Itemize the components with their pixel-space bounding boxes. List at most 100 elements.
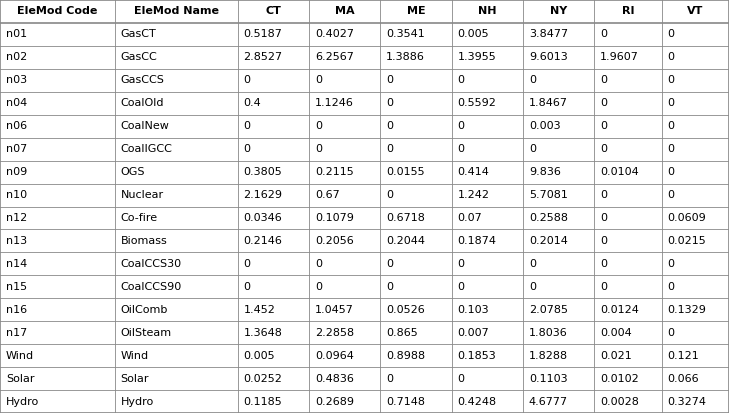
Text: 2.2858: 2.2858	[315, 328, 354, 338]
Text: Solar: Solar	[121, 374, 149, 384]
Text: 1.8036: 1.8036	[529, 328, 568, 338]
Text: OilComb: OilComb	[121, 305, 168, 315]
Text: 0: 0	[315, 144, 322, 154]
Text: 1.3648: 1.3648	[243, 328, 282, 338]
Text: 1.242: 1.242	[458, 190, 489, 200]
Text: 0.7148: 0.7148	[386, 396, 425, 406]
Text: 0.67: 0.67	[315, 190, 340, 200]
Text: 0: 0	[386, 75, 393, 85]
Text: Hydro: Hydro	[6, 396, 39, 406]
Text: 0: 0	[668, 282, 674, 292]
Text: n13: n13	[6, 236, 27, 246]
Text: n09: n09	[6, 167, 27, 177]
Text: 0: 0	[668, 52, 674, 62]
Text: 0: 0	[315, 282, 322, 292]
Text: 0.1079: 0.1079	[315, 213, 354, 223]
Text: OGS: OGS	[121, 167, 145, 177]
Text: 6.2567: 6.2567	[315, 52, 354, 62]
Text: 0.021: 0.021	[600, 351, 632, 361]
Text: 0.0526: 0.0526	[386, 305, 425, 315]
Text: 0.3805: 0.3805	[243, 167, 282, 177]
Text: OilSteam: OilSteam	[121, 328, 172, 338]
Text: 0.1874: 0.1874	[458, 236, 496, 246]
Text: 1.452: 1.452	[243, 305, 276, 315]
Text: 0: 0	[668, 121, 674, 131]
Text: CT: CT	[265, 7, 281, 17]
Text: 0: 0	[386, 282, 393, 292]
Text: 0: 0	[243, 75, 251, 85]
Text: 0: 0	[600, 213, 607, 223]
Text: 2.8527: 2.8527	[243, 52, 283, 62]
Text: 0.5187: 0.5187	[243, 29, 282, 39]
Text: n10: n10	[6, 190, 27, 200]
Text: 0.007: 0.007	[458, 328, 489, 338]
Text: CoalCCS90: CoalCCS90	[121, 282, 182, 292]
Text: Co-fire: Co-fire	[121, 213, 158, 223]
Text: 0.07: 0.07	[458, 213, 483, 223]
Text: 1.1246: 1.1246	[315, 98, 354, 108]
Text: 1.9607: 1.9607	[600, 52, 639, 62]
Text: NH: NH	[478, 7, 496, 17]
Text: 9.836: 9.836	[529, 167, 561, 177]
Text: n14: n14	[6, 259, 27, 269]
Text: 0.0104: 0.0104	[600, 167, 639, 177]
Text: 0: 0	[668, 75, 674, 85]
Text: 1.0457: 1.0457	[315, 305, 354, 315]
Text: 0: 0	[668, 190, 674, 200]
Text: 1.3886: 1.3886	[386, 52, 425, 62]
Text: 0: 0	[386, 190, 393, 200]
Text: n04: n04	[6, 98, 27, 108]
Text: 0.0346: 0.0346	[243, 213, 282, 223]
Text: 9.6013: 9.6013	[529, 52, 568, 62]
Text: 0.2689: 0.2689	[315, 396, 354, 406]
Text: 0.2044: 0.2044	[386, 236, 425, 246]
Text: 0: 0	[315, 259, 322, 269]
Text: 0: 0	[386, 259, 393, 269]
Text: 0.003: 0.003	[529, 121, 561, 131]
Text: 0.0028: 0.0028	[600, 396, 639, 406]
Text: 0: 0	[668, 167, 674, 177]
Text: Wind: Wind	[6, 351, 34, 361]
Text: 0.6718: 0.6718	[386, 213, 425, 223]
Text: 0: 0	[315, 75, 322, 85]
Text: n12: n12	[6, 213, 27, 223]
Text: 0: 0	[668, 144, 674, 154]
Text: 0: 0	[243, 121, 251, 131]
Text: 0: 0	[668, 98, 674, 108]
Text: VT: VT	[687, 7, 703, 17]
Text: 0: 0	[458, 144, 464, 154]
Text: 0.2014: 0.2014	[529, 236, 568, 246]
Text: 0.4: 0.4	[243, 98, 261, 108]
Text: 0: 0	[600, 190, 607, 200]
Text: 0.005: 0.005	[458, 29, 489, 39]
Text: 0: 0	[243, 282, 251, 292]
Text: n02: n02	[6, 52, 27, 62]
Text: 2.1629: 2.1629	[243, 190, 283, 200]
Text: EleMod Name: EleMod Name	[134, 7, 219, 17]
Text: Biomass: Biomass	[121, 236, 168, 246]
Text: 0.066: 0.066	[668, 374, 699, 384]
Text: CoalIGCC: CoalIGCC	[121, 144, 173, 154]
Text: Nuclear: Nuclear	[121, 190, 164, 200]
Text: 0: 0	[529, 75, 536, 85]
Text: 0.8988: 0.8988	[386, 351, 425, 361]
Text: ME: ME	[407, 7, 425, 17]
Text: Hydro: Hydro	[121, 396, 154, 406]
Text: 0.004: 0.004	[600, 328, 632, 338]
Text: NY: NY	[550, 7, 567, 17]
Text: n17: n17	[6, 328, 27, 338]
Text: n01: n01	[6, 29, 27, 39]
Text: 0: 0	[600, 236, 607, 246]
Text: 0.0964: 0.0964	[315, 351, 354, 361]
Text: Wind: Wind	[121, 351, 149, 361]
Text: 0: 0	[600, 29, 607, 39]
Text: 0: 0	[243, 259, 251, 269]
Text: 0: 0	[529, 282, 536, 292]
Text: 0: 0	[458, 121, 464, 131]
Text: 0.4836: 0.4836	[315, 374, 354, 384]
Text: 0.2115: 0.2115	[315, 167, 354, 177]
Text: 0: 0	[600, 259, 607, 269]
Text: n03: n03	[6, 75, 27, 85]
Text: 0: 0	[600, 144, 607, 154]
Text: 0.1103: 0.1103	[529, 374, 567, 384]
